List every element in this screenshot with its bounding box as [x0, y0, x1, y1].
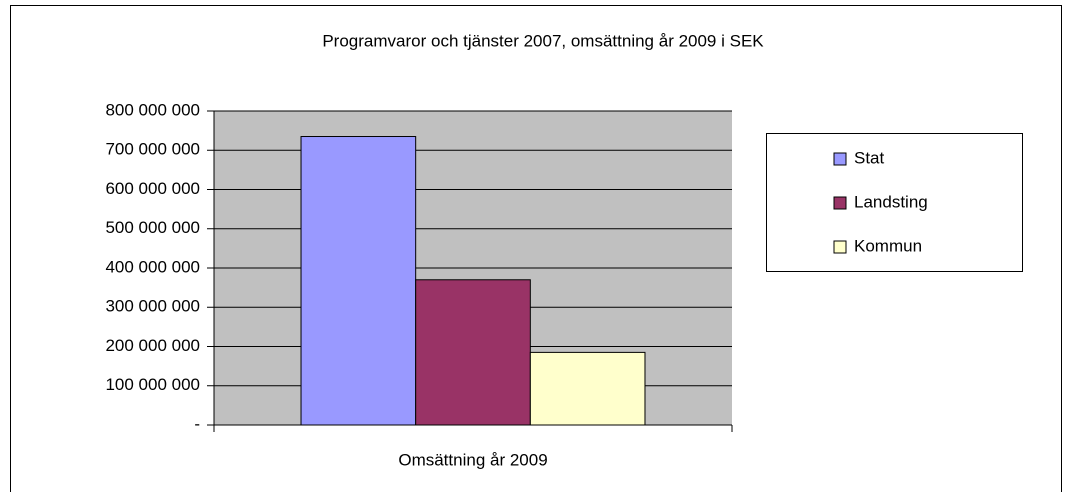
legend-label: Stat	[854, 148, 885, 167]
legend-label: Kommun	[854, 236, 922, 255]
legend-swatch	[833, 196, 847, 210]
legend-label: Landsting	[854, 192, 928, 211]
y-tick-label: 200 000 000	[105, 336, 200, 355]
y-tick-label: 800 000 000	[105, 100, 200, 119]
y-tick-label: 500 000 000	[105, 218, 200, 237]
y-tick-label: -	[194, 414, 200, 433]
bar	[415, 279, 531, 426]
y-tick-label: 700 000 000	[105, 140, 200, 159]
y-tick-label: 300 000 000	[105, 297, 200, 316]
y-tick-label: 100 000 000	[105, 375, 200, 394]
bar	[300, 136, 417, 426]
x-tick-label: Omsättning år 2009	[398, 450, 547, 469]
y-tick-label: 600 000 000	[105, 179, 200, 198]
legend-swatch	[833, 152, 847, 166]
y-tick-label: 400 000 000	[105, 257, 200, 276]
legend-box	[766, 133, 1023, 272]
legend-swatch	[833, 240, 847, 254]
bar	[529, 351, 646, 426]
chart-title: Programvaror och tjänster 2007, omsättni…	[322, 31, 764, 50]
